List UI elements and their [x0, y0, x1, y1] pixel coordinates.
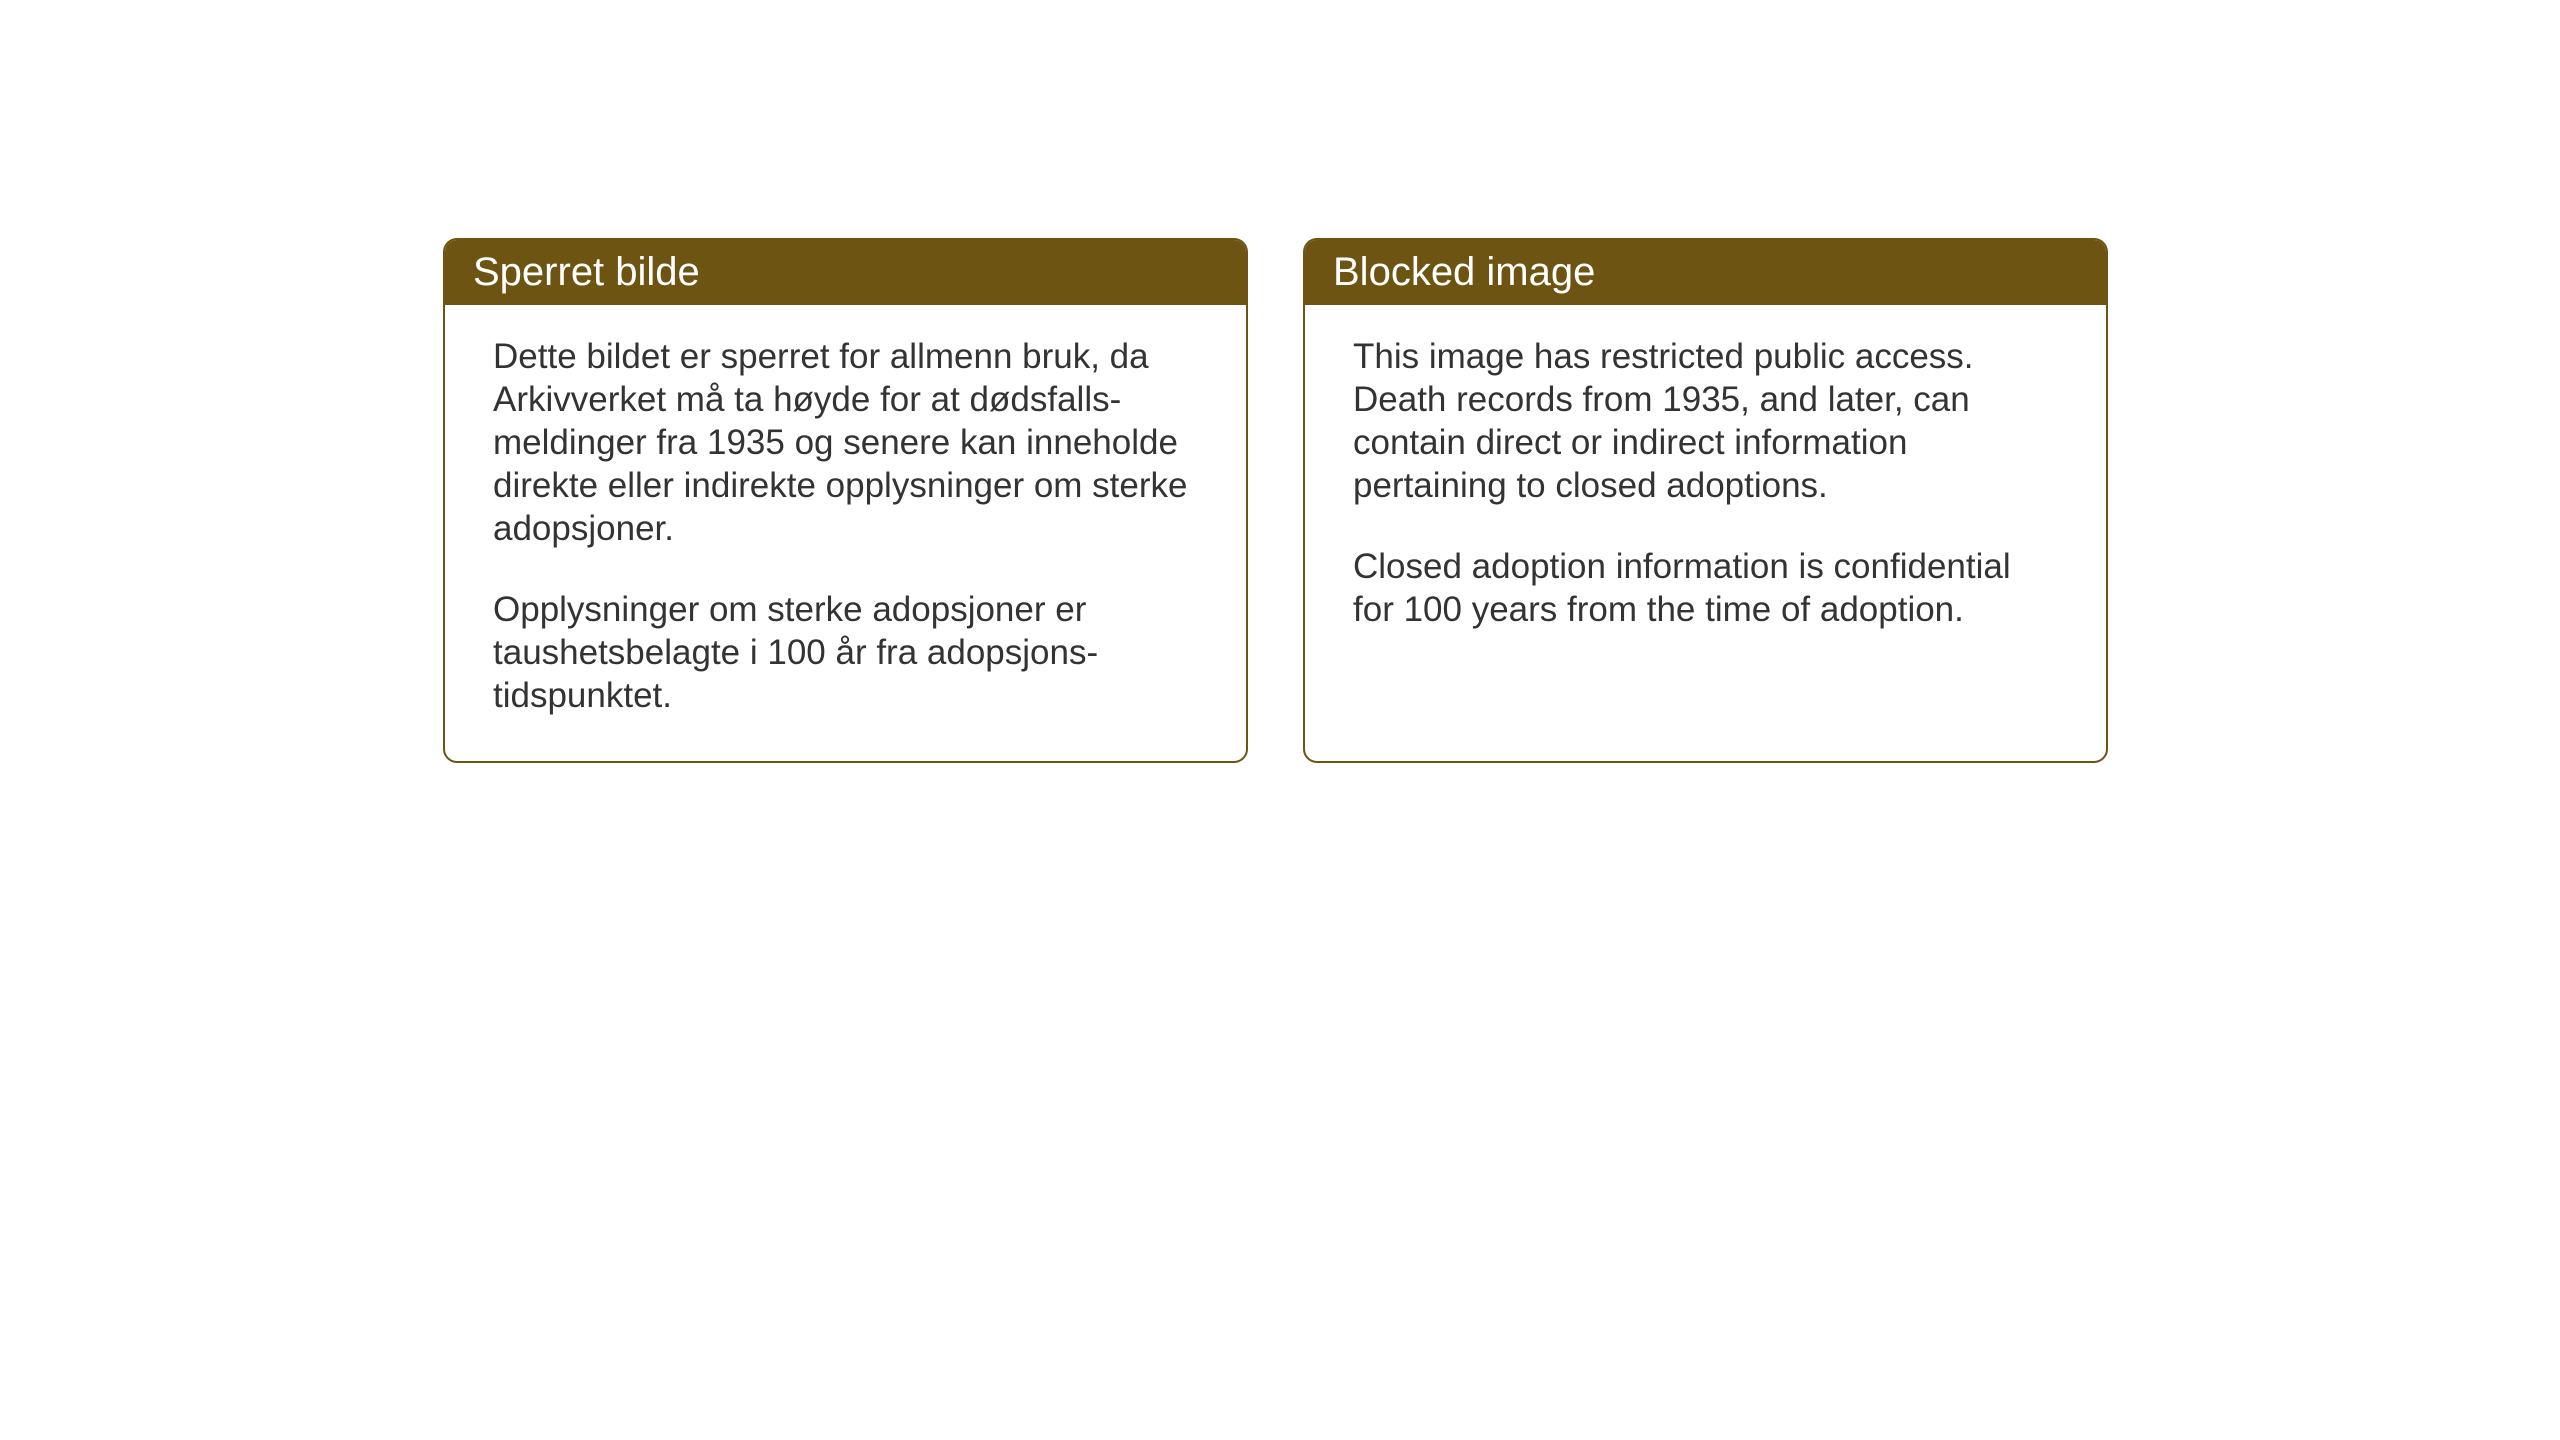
card-body-norwegian: Dette bildet er sperret for allmenn bruk…: [445, 305, 1246, 761]
card-title-norwegian: Sperret bilde: [473, 250, 700, 294]
card-header-english: Blocked image: [1305, 240, 2106, 305]
card-title-english: Blocked image: [1333, 250, 1595, 294]
card-paragraph-1-english: This image has restricted public access.…: [1353, 335, 2058, 507]
card-paragraph-2-english: Closed adoption information is confident…: [1353, 545, 2058, 631]
notice-container: Sperret bilde Dette bildet er sperret fo…: [443, 238, 2108, 763]
notice-card-english: Blocked image This image has restricted …: [1303, 238, 2108, 763]
notice-card-norwegian: Sperret bilde Dette bildet er sperret fo…: [443, 238, 1248, 763]
card-paragraph-1-norwegian: Dette bildet er sperret for allmenn bruk…: [493, 335, 1198, 550]
card-paragraph-2-norwegian: Opplysninger om sterke adopsjoner er tau…: [493, 588, 1198, 717]
card-header-norwegian: Sperret bilde: [445, 240, 1246, 305]
card-body-english: This image has restricted public access.…: [1305, 305, 2106, 675]
